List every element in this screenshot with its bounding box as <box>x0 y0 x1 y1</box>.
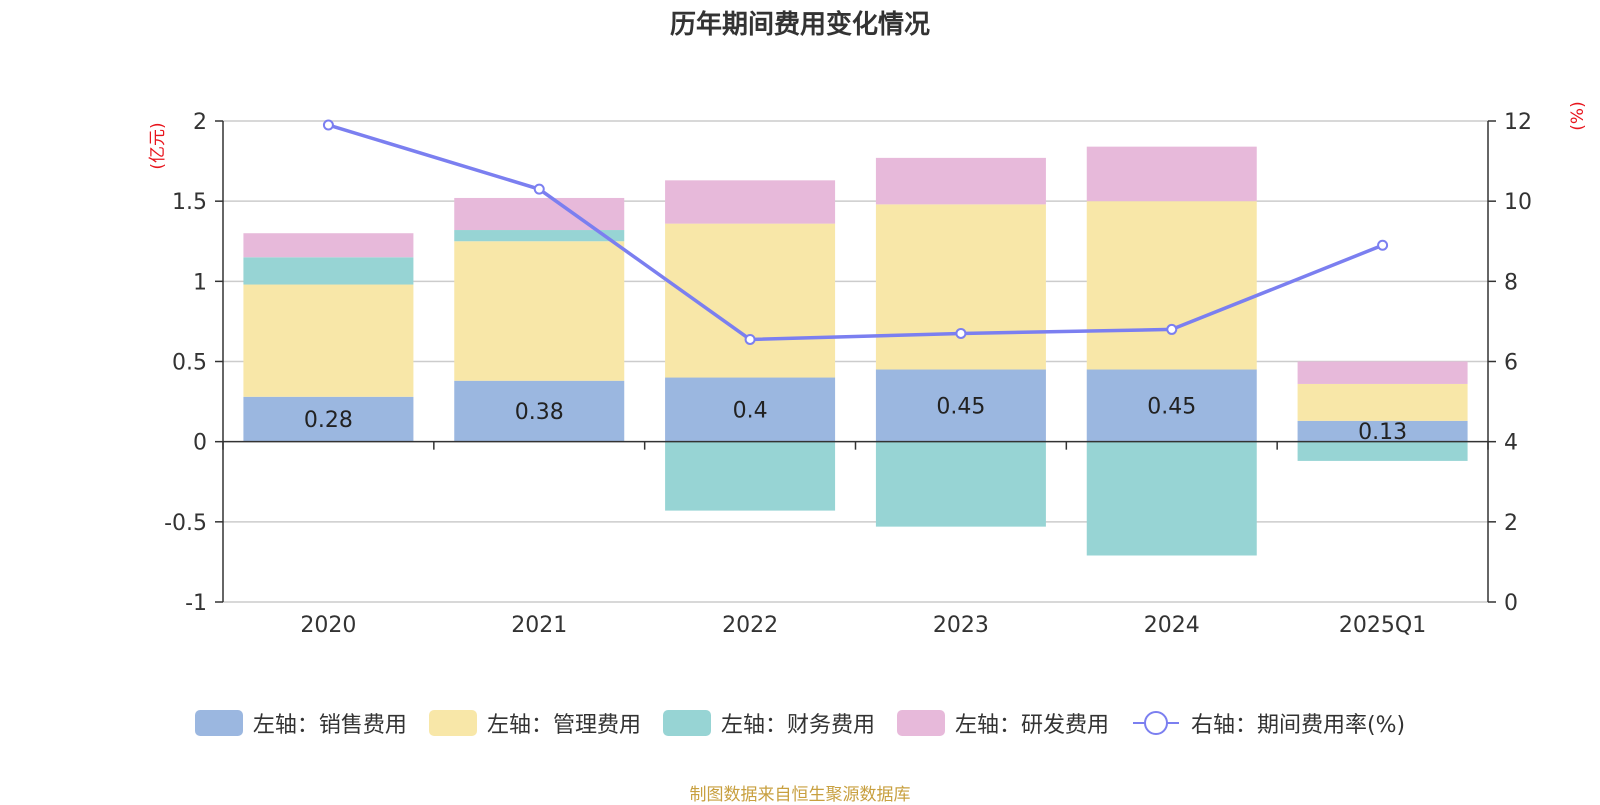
legend-swatch-finance <box>662 710 711 736</box>
legend: 左轴：销售费用 左轴：管理费用 左轴：财务费用 左轴：研发费用 右轴：期间费用率(%) <box>0 706 1600 740</box>
bar-rd-2023 <box>875 157 1046 205</box>
right-axis-tick-label: 10 <box>1504 190 1532 215</box>
bar-rd-2025Q1 <box>1297 361 1468 384</box>
data-label-layer: 0.28 0.38 0.4 0.45 0.45 0.13 <box>304 395 1407 446</box>
right-axis-tick-label: 4 <box>1504 431 1518 456</box>
x-axis-label: 2022 <box>722 613 778 638</box>
bar-sales-2020 <box>243 396 414 442</box>
bar-finance-2024 <box>1086 441 1257 556</box>
rate-point <box>1166 323 1178 335</box>
legend-label: 右轴：期间费用率(%) <box>1190 713 1406 738</box>
bar-finance-2020 <box>243 257 414 285</box>
bar-admin-2020 <box>243 284 414 397</box>
legend-line-marker <box>1132 711 1179 735</box>
left-axis-tick-label: 0 <box>193 431 207 456</box>
left-axis-tick-label: -0.5 <box>164 511 207 536</box>
sales-data-label: 0.45 <box>936 395 985 420</box>
bar-sales-2022 <box>665 377 836 442</box>
right-axis-unit: (%) <box>1568 101 1588 130</box>
bar-layer <box>243 146 1468 556</box>
sales-data-label: 0.28 <box>304 408 353 433</box>
bar-finance-2025Q1 <box>1297 441 1468 461</box>
right-axis-tick-label: 0 <box>1504 591 1518 616</box>
sales-data-label: 0.4 <box>733 399 768 424</box>
left-axis-unit: (亿元) <box>148 122 168 169</box>
bar-admin-2022 <box>665 223 836 378</box>
right-axis-tick-label: 12 <box>1504 110 1532 135</box>
rate-point <box>744 333 756 345</box>
left-axis-tick-label: 1 <box>193 270 207 295</box>
right-axis-tick-label: 8 <box>1504 270 1518 295</box>
rate-point <box>1377 239 1389 251</box>
legend-swatch-rd <box>896 710 945 736</box>
legend-swatch-sales <box>194 710 243 736</box>
bar-sales-2025Q1 <box>1297 420 1468 442</box>
bar-rd-2020 <box>243 233 414 258</box>
rate-point <box>322 119 334 131</box>
legend-item-sales[interactable]: 左轴：销售费用 <box>194 707 407 739</box>
legend-item-admin[interactable]: 左轴：管理费用 <box>428 707 641 739</box>
legend-label: 左轴：管理费用 <box>486 713 641 738</box>
bar-sales-2023 <box>875 369 1046 442</box>
chart-title: 历年期间费用变化情况 <box>669 10 930 40</box>
left-axis-tick-label: 0.5 <box>172 351 207 376</box>
x-axis-label: 2020 <box>300 613 356 638</box>
legend-label: 左轴：研发费用 <box>954 713 1109 738</box>
bar-admin-2025Q1 <box>1297 383 1468 421</box>
legend-item-rd[interactable]: 左轴：研发费用 <box>896 707 1109 739</box>
x-axis-label: 2023 <box>933 613 989 638</box>
legend-label: 左轴：财务费用 <box>720 713 875 738</box>
rate-point <box>955 327 967 339</box>
bar-rd-2024 <box>1086 146 1257 202</box>
bar-finance-2022 <box>665 441 836 511</box>
left-axis-tick-label: -1 <box>185 591 207 616</box>
legend-item-finance[interactable]: 左轴：财务费用 <box>662 707 875 739</box>
rate-line-layer <box>322 119 1389 345</box>
legend-item-rate[interactable]: 右轴：期间费用率(%) <box>1131 707 1405 739</box>
bar-rd-2021 <box>454 197 625 231</box>
right-axis-tick-label: 6 <box>1504 351 1518 376</box>
sales-data-label: 0.13 <box>1358 420 1407 445</box>
sales-data-label: 0.38 <box>515 400 564 425</box>
bar-admin-2021 <box>454 241 625 381</box>
bar-sales-2021 <box>454 380 625 442</box>
x-axis-label: 2021 <box>511 613 567 638</box>
left-axis-tick-label: 2 <box>193 110 207 135</box>
rate-point <box>533 183 545 195</box>
bar-admin-2024 <box>1086 201 1257 370</box>
legend-swatch-admin <box>428 710 477 736</box>
bar-finance-2021 <box>454 230 625 242</box>
bar-sales-2024 <box>1086 369 1257 442</box>
bar-rd-2022 <box>665 180 836 224</box>
source-note: 制图数据来自恒生聚源数据库 <box>689 785 911 805</box>
left-axis-tick-label: 1.5 <box>172 190 207 215</box>
bar-admin-2023 <box>875 204 1046 370</box>
bar-finance-2023 <box>875 441 1046 527</box>
sales-data-label: 0.45 <box>1147 395 1196 420</box>
grid-lines <box>223 120 1488 603</box>
x-axis-label: 2025Q1 <box>1339 613 1426 638</box>
rate-line <box>327 123 1384 342</box>
right-axis-tick-label: 2 <box>1504 511 1518 536</box>
legend-label: 左轴：销售费用 <box>252 713 407 738</box>
x-axis-label: 2024 <box>1144 613 1200 638</box>
